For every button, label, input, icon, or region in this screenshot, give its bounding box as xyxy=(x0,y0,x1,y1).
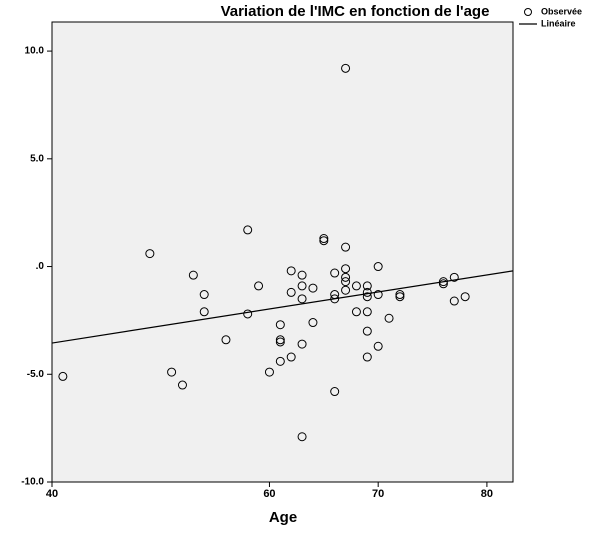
point xyxy=(199,307,209,317)
legend-label: Linéaire xyxy=(541,18,576,28)
y-tick-label: 5.0 xyxy=(30,153,44,164)
point xyxy=(319,234,329,244)
point xyxy=(254,281,264,291)
x-tick-label: 80 xyxy=(481,488,493,500)
point xyxy=(373,290,383,300)
point xyxy=(362,281,372,291)
point xyxy=(449,272,459,282)
point xyxy=(341,264,351,274)
point xyxy=(286,266,296,276)
point xyxy=(330,268,340,278)
point xyxy=(275,356,285,366)
point xyxy=(362,292,372,302)
y-tick-label: .0 xyxy=(36,261,45,272)
point xyxy=(221,335,231,345)
point xyxy=(351,281,361,291)
point xyxy=(341,272,351,282)
point xyxy=(330,387,340,397)
point xyxy=(438,279,448,289)
point xyxy=(243,309,253,319)
point xyxy=(264,367,274,377)
fit-line xyxy=(51,270,514,344)
point xyxy=(286,352,296,362)
point xyxy=(341,242,351,252)
plot-area xyxy=(51,21,514,483)
point xyxy=(395,290,405,300)
point xyxy=(319,236,329,246)
point xyxy=(373,262,383,272)
point xyxy=(373,341,383,351)
x-axis-label: Age xyxy=(269,509,297,526)
y-tick-label: -5.0 xyxy=(27,369,45,380)
y-tick-label: 10.0 xyxy=(25,46,45,57)
point xyxy=(308,283,318,293)
point xyxy=(286,287,296,297)
chart-title: Variation de l'IMC en fonction de l'age xyxy=(221,3,490,20)
x-tick-label: 40 xyxy=(46,488,58,500)
legend-swatch xyxy=(524,8,532,16)
point xyxy=(384,313,394,323)
point xyxy=(351,307,361,317)
point xyxy=(145,249,155,259)
point xyxy=(460,292,470,302)
point xyxy=(341,277,351,287)
point xyxy=(297,270,307,280)
point xyxy=(275,320,285,330)
point xyxy=(449,296,459,306)
x-tick-label: 70 xyxy=(372,488,384,500)
point xyxy=(362,352,372,362)
point xyxy=(362,287,372,297)
point xyxy=(58,371,68,381)
x-tick-label: 60 xyxy=(263,488,275,500)
point xyxy=(308,318,318,328)
point xyxy=(297,281,307,291)
point xyxy=(362,326,372,336)
y-tick-label: -10.0 xyxy=(21,477,44,488)
point xyxy=(341,63,351,73)
point xyxy=(297,339,307,349)
point xyxy=(167,367,177,377)
point xyxy=(275,335,285,345)
point xyxy=(297,432,307,442)
point xyxy=(177,380,187,390)
point xyxy=(341,285,351,295)
legend-label: Observée xyxy=(541,6,582,16)
point xyxy=(297,294,307,304)
point xyxy=(188,270,198,280)
point xyxy=(275,337,285,347)
point xyxy=(199,290,209,300)
point xyxy=(243,225,253,235)
point xyxy=(395,292,405,302)
point xyxy=(362,307,372,317)
